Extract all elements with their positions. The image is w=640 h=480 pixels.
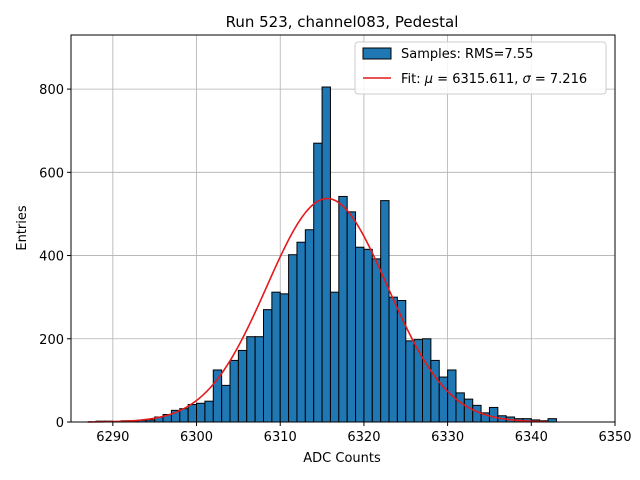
histogram-bar [488, 406, 499, 423]
legend-label-fit: Fit: μ = 6315.611, σ = 7.216 [401, 72, 587, 87]
legend-fit-sigma-symbol: σ [523, 72, 532, 87]
legend-box [354, 41, 607, 95]
chart-title: Run 523, channel083, Pedestal [226, 13, 459, 31]
histogram-bar [338, 195, 348, 423]
fit-curve [87, 197, 549, 423]
x-tick-label: 6330 [431, 430, 464, 445]
y-axis-label: Entries [15, 205, 30, 251]
histogram-bar [237, 349, 248, 423]
histogram-bar [254, 336, 264, 423]
histogram-bar [422, 338, 432, 423]
histogram-bar [329, 291, 340, 423]
histogram-bar [221, 384, 231, 423]
histogram-bar [204, 400, 214, 423]
legend-swatch-samples [362, 47, 392, 60]
x-tick-label: 6350 [598, 430, 631, 445]
histogram-bar [355, 246, 365, 423]
y-tick-label: 400 [39, 250, 64, 265]
y-axis-ticks: 0 200 400 600 800 [39, 83, 71, 431]
histogram-bar [405, 340, 415, 423]
x-tick-label: 6320 [347, 430, 380, 445]
x-tick-label: 6310 [264, 430, 297, 445]
histogram-bar [288, 254, 298, 423]
histogram-bar [430, 359, 440, 423]
histogram-bar [380, 200, 390, 423]
histogram-bar [262, 309, 273, 423]
histogram-bar [363, 248, 373, 423]
histogram-bar [321, 86, 331, 423]
histogram-bar [229, 359, 239, 423]
legend: Samples: RMS=7.55 Fit: μ = 6315.611, σ =… [354, 41, 607, 95]
histogram-bar [187, 404, 198, 423]
legend-label-samples: Samples: RMS=7.55 [401, 47, 533, 62]
y-tick-label: 600 [39, 166, 64, 181]
legend-fit-mu-symbol: μ [424, 72, 433, 87]
histogram-bar [196, 402, 206, 423]
legend-fit-sigma-value: = 7.216 [531, 72, 587, 87]
x-tick-label: 6340 [515, 430, 548, 445]
x-tick-label: 6290 [96, 430, 129, 445]
histogram-bar [388, 296, 398, 423]
plot-frame [70, 34, 616, 423]
histogram-bar [279, 293, 290, 423]
histogram-bar [246, 336, 256, 423]
x-axis-ticks: 6290 6300 6310 6320 6330 6340 6350 [96, 422, 632, 445]
y-tick-label: 800 [39, 83, 64, 98]
histogram-bar [313, 142, 323, 423]
histogram-bar [296, 241, 306, 423]
x-tick-label: 6300 [180, 430, 213, 445]
legend-fit-mu-value: = 6315.611, [433, 72, 522, 87]
histogram-bars [95, 86, 557, 423]
legend-fit-prefix: Fit: [401, 72, 425, 87]
histogram-bar [455, 392, 465, 423]
histogram-bar [346, 211, 357, 423]
y-tick-label: 0 [56, 416, 64, 431]
y-tick-label: 200 [39, 333, 64, 348]
x-axis-label: ADC Counts [303, 451, 381, 466]
histogram-bar [371, 258, 382, 423]
histogram-bar [304, 229, 315, 423]
histogram-bar [463, 398, 474, 423]
histogram-bar [271, 291, 281, 423]
